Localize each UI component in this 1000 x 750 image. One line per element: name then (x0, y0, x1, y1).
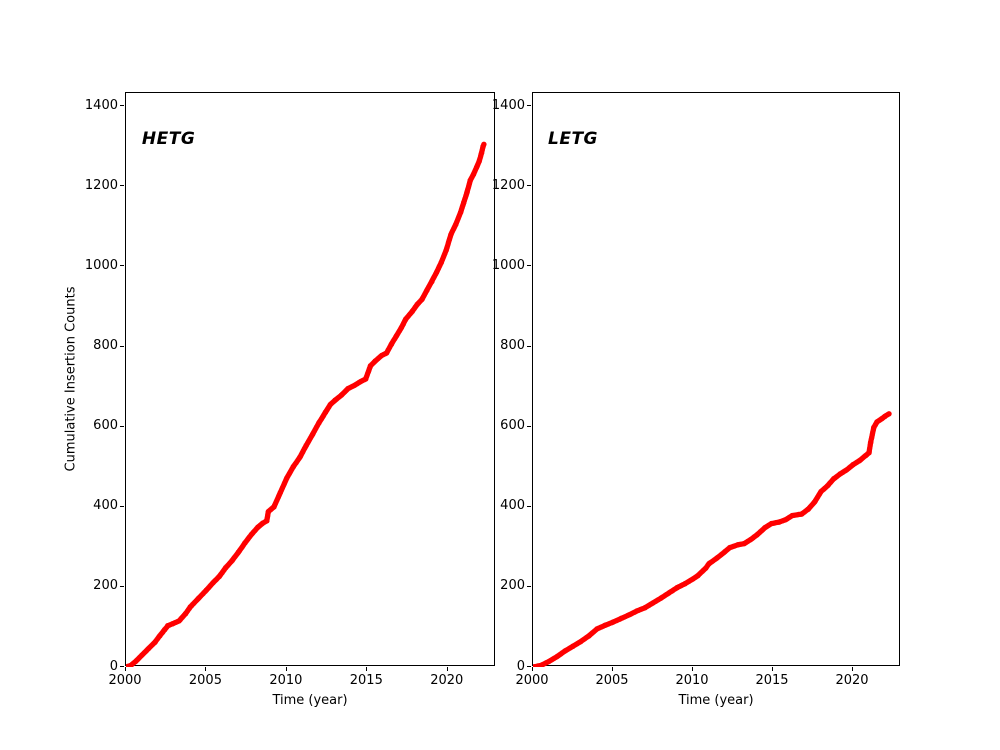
x-tick-label: 2005 (595, 673, 629, 688)
y-axis-label: Cumulative Insertion Counts (63, 286, 79, 472)
y-tick-label: 600 (500, 418, 525, 434)
letg-axes (532, 92, 900, 667)
y-tick-label: 400 (93, 498, 118, 514)
y-tick-label: 0 (516, 658, 525, 674)
y-tick-label: 1200 (84, 177, 118, 193)
y-tick-mark (527, 585, 531, 587)
y-tick-label: 1400 (84, 97, 118, 113)
x-tick-label: 2000 (108, 673, 142, 688)
x-tick-mark (285, 667, 287, 671)
x-tick-label: 2020 (835, 673, 869, 688)
y-tick-mark (120, 666, 124, 667)
x-tick-mark (612, 667, 613, 671)
y-tick-mark (527, 666, 531, 667)
y-tick-mark (527, 345, 531, 347)
x-tick-mark (205, 667, 207, 671)
y-tick-label: 400 (500, 498, 525, 514)
x-tick-label: 2010 (675, 673, 709, 688)
letg-scatter-series (533, 411, 892, 667)
y-tick-label: 0 (109, 658, 118, 674)
data-point (481, 141, 487, 147)
y-tick-label: 1200 (491, 177, 525, 193)
y-tick-mark (120, 345, 124, 347)
y-tick-mark (527, 185, 531, 187)
letg-annotation: LETG (548, 129, 598, 150)
y-tick-mark (120, 585, 124, 587)
hetg-scatter-series (126, 141, 487, 667)
x-tick-mark (366, 667, 368, 671)
y-tick-mark (527, 105, 531, 107)
x-tick-label: 2015 (349, 673, 383, 688)
x-tick-mark (692, 667, 693, 671)
y-tick-mark (120, 185, 124, 187)
x-tick-label: 2020 (430, 673, 464, 688)
y-tick-mark (120, 105, 124, 107)
x-tick-mark (852, 667, 853, 671)
y-tick-label: 800 (500, 338, 525, 354)
y-tick-label: 1000 (84, 257, 118, 273)
x-tick-mark (125, 667, 126, 671)
x-axis-label-hetg: Time (year) (272, 693, 348, 708)
y-tick-label: 200 (500, 578, 525, 594)
x-tick-mark (446, 667, 448, 671)
x-tick-label: 2005 (188, 673, 222, 688)
y-tick-label: 600 (93, 418, 118, 434)
x-tick-mark (532, 667, 533, 671)
x-tick-label: 2015 (755, 673, 789, 688)
y-tick-mark (120, 425, 124, 427)
y-tick-label: 200 (93, 578, 118, 594)
y-tick-label: 1000 (491, 257, 525, 273)
y-tick-mark (527, 265, 531, 267)
y-tick-mark (120, 265, 124, 267)
x-axis-label-letg: Time (year) (678, 693, 754, 708)
data-point (886, 411, 892, 417)
y-tick-label: 1400 (491, 97, 525, 113)
x-tick-label: 2010 (269, 673, 303, 688)
hetg-annotation: HETG (141, 129, 196, 150)
y-tick-mark (120, 505, 124, 507)
x-tick-label: 2000 (515, 673, 549, 688)
y-tick-mark (527, 505, 531, 507)
hetg-axes (125, 92, 495, 667)
y-tick-label: 800 (93, 338, 118, 354)
x-tick-mark (772, 667, 773, 671)
y-tick-mark (527, 425, 531, 427)
